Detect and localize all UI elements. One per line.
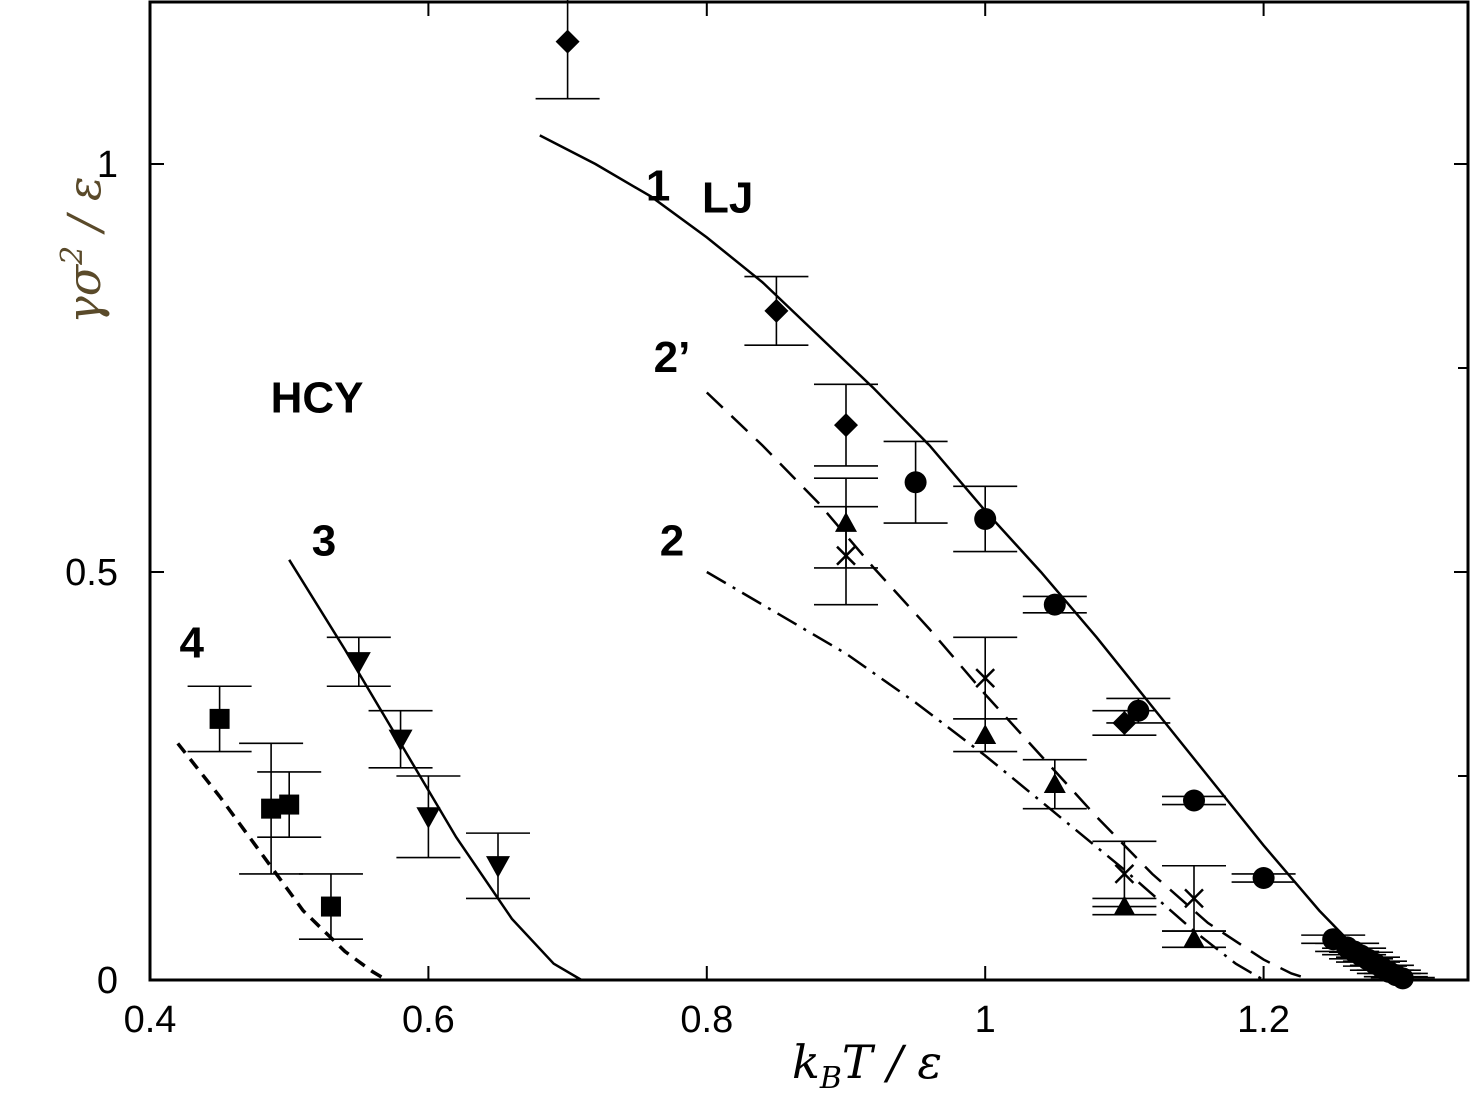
triangle-down-marker	[416, 807, 441, 829]
curve-1	[539, 134, 1404, 982]
plot-frame	[148, 0, 1470, 982]
triangle-up-marker	[974, 724, 997, 744]
square-marker	[320, 896, 341, 917]
x-tick-label: 0.8	[680, 999, 733, 1041]
square-marker	[261, 798, 282, 819]
x-tick-label: 1	[975, 999, 996, 1041]
cross-marker-b	[1114, 864, 1135, 884]
x-tick-label: 1.2	[1237, 999, 1290, 1041]
diamond-marker	[834, 413, 858, 438]
axis-ticks: 0.4 0.6 0.8 1 1.2 0 0.5 1	[65, 2, 1468, 1041]
triangle-down-marker	[346, 652, 371, 674]
triangle-up-marker	[1113, 895, 1136, 916]
x-tick-label: 0.4	[124, 999, 177, 1041]
curve-label: LJ	[702, 174, 753, 223]
diamond-marker	[764, 298, 789, 323]
triangle-up-marker	[1183, 928, 1205, 948]
curve-label: 1	[646, 161, 670, 210]
curve-label: 3	[312, 516, 336, 565]
circle-marker	[1391, 967, 1414, 990]
circle-marker	[1252, 867, 1275, 889]
data-markers	[209, 29, 1414, 990]
svg-text:γσ2 / ε: γσ2 / ε	[55, 176, 111, 323]
circle-marker	[1127, 699, 1150, 722]
curve-4	[176, 742, 388, 982]
circle-marker	[974, 507, 997, 530]
curve-label: 2’	[654, 333, 691, 382]
square-marker	[209, 708, 230, 729]
diamond-marker	[555, 29, 580, 54]
circle-marker	[1183, 789, 1205, 812]
y-axis-title: γσ2 / ε	[55, 176, 111, 323]
curve-label: 2	[660, 516, 684, 565]
circle-marker	[904, 471, 927, 494]
y-tick-label: 0	[97, 960, 118, 1002]
triangle-up-marker	[835, 512, 857, 532]
circle-marker	[1043, 593, 1066, 616]
triangle-down-marker	[388, 729, 413, 752]
curve-annotations: LJ HCY 1 2’ 2 3 4	[180, 161, 754, 667]
y-tick-label: 0.5	[65, 552, 118, 594]
triangle-down-marker	[486, 856, 510, 878]
curve-label: HCY	[271, 374, 364, 423]
triangle-up-marker	[1043, 773, 1066, 793]
square-marker	[279, 794, 300, 815]
x-axis-title: kBT / ε	[792, 1035, 942, 1096]
cross-marker-b	[836, 545, 856, 566]
cross-marker-b	[1184, 888, 1204, 909]
curve-3	[288, 559, 583, 982]
cross-marker-b	[975, 668, 996, 688]
curve-label: 4	[180, 618, 205, 667]
curve-2prime	[705, 391, 1313, 982]
y-tick-label: 1	[97, 144, 118, 186]
x-tick-label: 0.6	[402, 999, 455, 1041]
